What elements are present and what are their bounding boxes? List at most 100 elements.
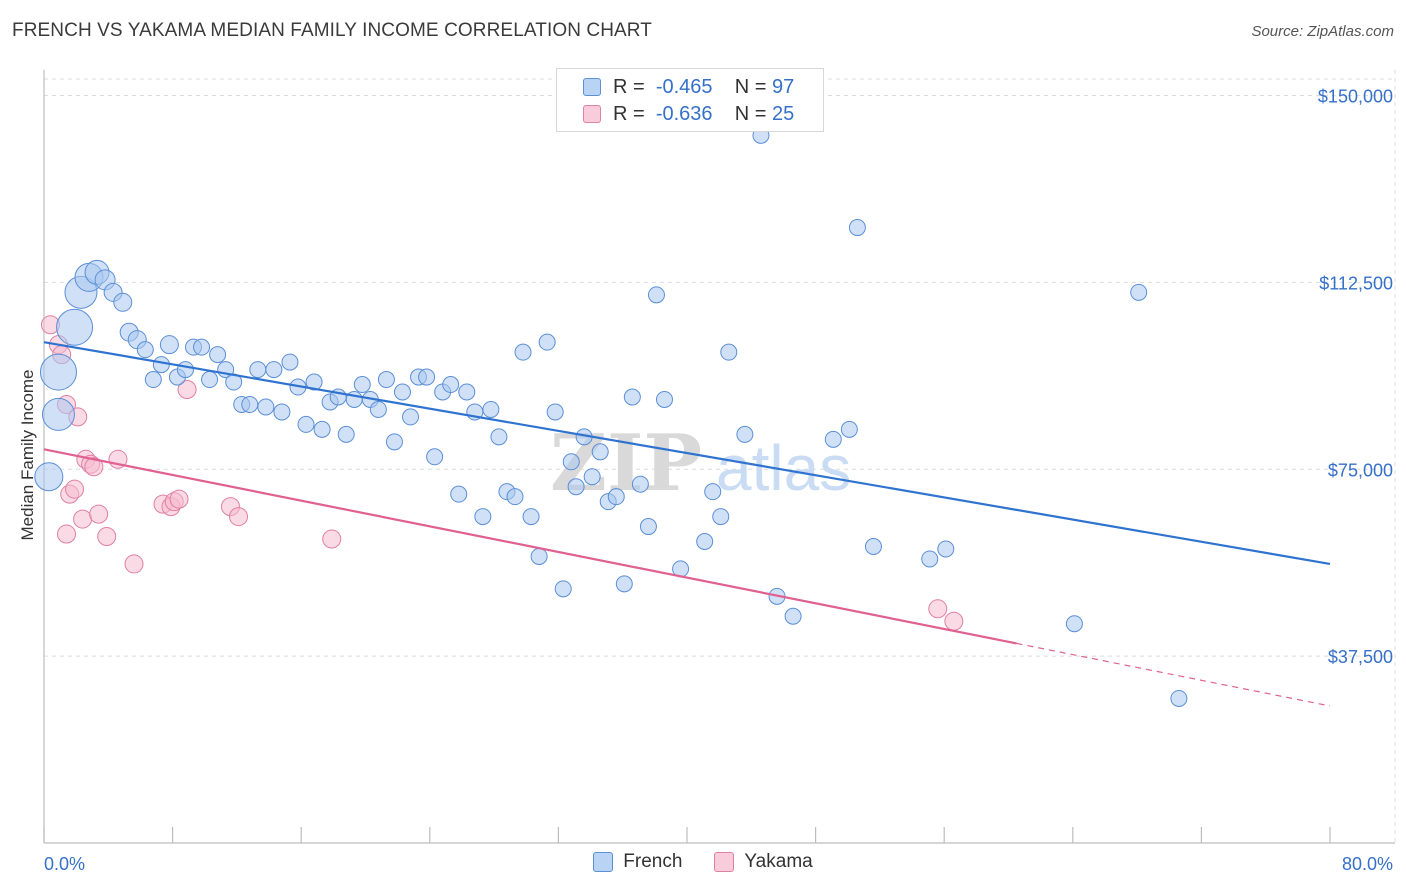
french-point xyxy=(482,400,500,418)
french-point xyxy=(546,403,564,421)
french-point xyxy=(639,518,657,536)
french-r-value: -0.465 xyxy=(655,75,713,98)
french-point xyxy=(720,343,738,361)
french-point xyxy=(41,397,75,431)
french-point xyxy=(442,376,460,394)
yakama-point xyxy=(322,529,342,549)
yakama-series xyxy=(40,315,964,631)
french-swatch xyxy=(583,78,601,96)
yakama-trend-line xyxy=(43,448,1017,645)
yakama-legend-label: Yakama xyxy=(744,851,813,872)
french-point xyxy=(554,580,572,598)
french-point xyxy=(824,430,842,448)
french-point xyxy=(265,361,283,379)
yakama-n-value: 25 xyxy=(772,102,795,125)
legend-item-french[interactable]: French xyxy=(593,851,682,873)
french-point xyxy=(209,346,227,364)
yakama-swatch xyxy=(583,105,601,123)
french-point xyxy=(418,368,436,386)
french-point xyxy=(152,356,170,374)
french-point xyxy=(655,390,673,408)
french-point xyxy=(562,453,580,471)
yakama-point xyxy=(169,489,189,509)
chart-title: FRENCH VS YAKAMA MEDIAN FAMILY INCOME CO… xyxy=(12,20,652,41)
french-point xyxy=(458,383,476,401)
yakama-point xyxy=(89,504,109,524)
yakama-point xyxy=(57,524,77,544)
x-tick-label: 0.0% xyxy=(44,854,85,874)
french-point xyxy=(1170,689,1188,707)
yakama-point xyxy=(124,554,144,574)
trend-lines xyxy=(43,341,1331,707)
legend-item-yakama[interactable]: Yakama xyxy=(714,851,813,873)
french-point xyxy=(402,408,420,426)
french-point xyxy=(113,292,133,312)
french-point xyxy=(1130,283,1148,301)
french-point xyxy=(591,443,609,461)
french-point xyxy=(631,475,649,493)
french-n-value: 97 xyxy=(772,75,795,98)
french-point xyxy=(696,533,714,551)
french-legend-swatch xyxy=(593,852,614,872)
french-point xyxy=(506,488,524,506)
french-point xyxy=(353,376,371,394)
tick-labels: $37,500 $75,000 $112,500 $150,000 0.0% 80.0% xyxy=(44,87,1393,875)
y-tick-label: $112,500 xyxy=(1319,273,1393,293)
source-label: Source: ZipAtlas.com xyxy=(1251,23,1394,40)
french-point xyxy=(337,425,355,443)
french-point xyxy=(56,308,94,346)
french-point xyxy=(607,488,625,506)
french-point xyxy=(921,550,939,568)
yakama-point xyxy=(84,457,104,477)
french-point xyxy=(1065,615,1083,633)
french-point xyxy=(704,483,722,501)
french-point xyxy=(159,335,179,355)
french-point xyxy=(530,547,548,565)
french-point xyxy=(34,462,64,492)
french-point xyxy=(297,415,315,433)
y-tick-label: $150,000 xyxy=(1318,87,1393,107)
stats-legend: R = -0.465 N = 97 R = -0.636 N = 25 xyxy=(556,68,824,132)
french-point xyxy=(864,537,882,555)
french-point xyxy=(490,428,508,446)
french-point xyxy=(136,341,154,359)
french-point xyxy=(193,338,211,356)
french-point xyxy=(313,420,331,438)
french-point xyxy=(369,400,387,418)
french-point xyxy=(176,361,194,379)
french-point xyxy=(249,361,267,379)
french-point xyxy=(426,448,444,466)
french-trend-line xyxy=(43,341,1331,566)
french-point xyxy=(241,395,259,413)
french-legend-label: French xyxy=(623,851,683,872)
french-point xyxy=(784,607,802,625)
yakama-point xyxy=(177,380,197,400)
legend-row-french: R = -0.465 N = 97 xyxy=(583,75,794,99)
french-point xyxy=(273,403,291,421)
yakama-point xyxy=(229,507,249,527)
yakama-point xyxy=(73,509,93,529)
french-point xyxy=(848,219,866,237)
french-point xyxy=(39,353,77,391)
french-point xyxy=(377,371,395,389)
y-axis-label: Median Family Income xyxy=(18,369,37,540)
french-r-label: R = xyxy=(613,75,645,98)
french-point xyxy=(937,540,955,558)
series-legend: French Yakama xyxy=(0,851,1406,873)
french-point xyxy=(450,485,468,503)
yakama-legend-swatch xyxy=(714,852,735,872)
french-point xyxy=(385,433,403,451)
french-point xyxy=(623,388,641,406)
french-point xyxy=(514,343,532,361)
y-tick-label: $37,500 xyxy=(1328,647,1393,667)
yakama-point xyxy=(97,527,117,547)
yakama-point xyxy=(944,611,964,631)
french-point xyxy=(583,468,601,486)
y-tick-label: $75,000 xyxy=(1328,460,1393,480)
legend-row-yakama: R = -0.636 N = 25 xyxy=(583,102,794,126)
axes xyxy=(43,70,1395,844)
french-point xyxy=(522,508,540,526)
french-point xyxy=(538,333,556,351)
yakama-r-value: -0.636 xyxy=(655,102,713,125)
